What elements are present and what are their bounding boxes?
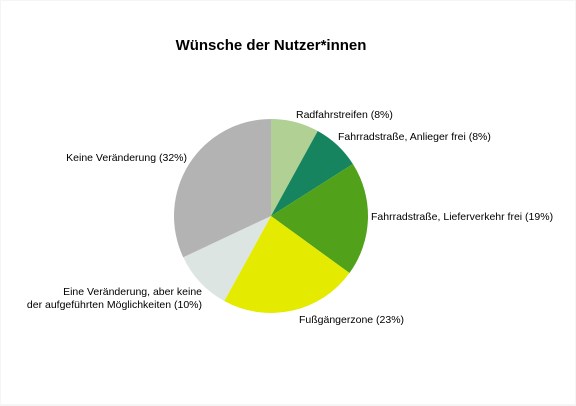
slice-label-3: Fahrradstraße, Lieferverkehr frei (19%) — [371, 211, 553, 223]
slice-label-1: Radfahrstreifen (8%) — [296, 109, 393, 121]
pie-labels: Radfahrstreifen (8%) Fahrradstraße, Anlie… — [27, 109, 553, 326]
pie-slices — [173, 119, 369, 313]
slice-label-5: Eine Veränderung, aber keine der aufgefüh… — [27, 286, 202, 311]
slice-label-2: Fahrradstraße, Anlieger frei (8%) — [338, 131, 491, 143]
pie-slice-6 — [173, 119, 271, 258]
pie-slice-3 — [271, 164, 369, 274]
pie-slice-4 — [224, 216, 350, 313]
slice-label-6: Keine Veränderung (32%) — [66, 152, 187, 164]
slice-label-4: Fußgängerzone (23%) — [299, 314, 404, 326]
pie-slice-5 — [183, 216, 271, 301]
pie-slice-1 — [271, 119, 318, 216]
chart-title: Wünsche der Nutzer*innen — [176, 37, 367, 54]
pie-slice-2 — [271, 131, 353, 216]
